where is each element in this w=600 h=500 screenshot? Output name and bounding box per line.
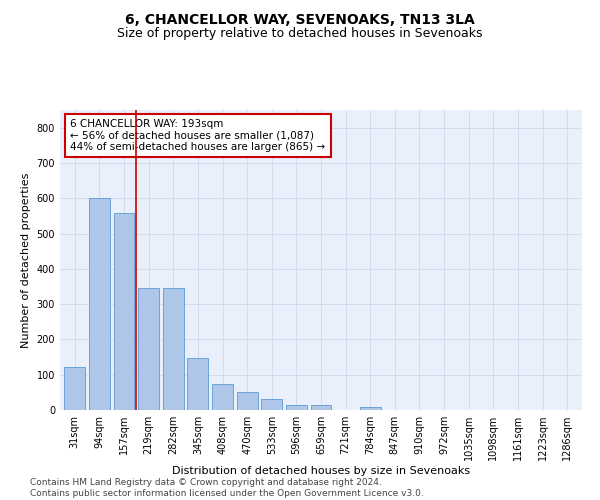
Bar [286, 404, 307, 410]
Bar [163, 288, 184, 410]
Bar [311, 405, 331, 410]
Text: Contains HM Land Registry data © Crown copyright and database right 2024.
Contai: Contains HM Land Registry data © Crown c… [30, 478, 424, 498]
Bar [212, 384, 233, 410]
Bar [113, 214, 134, 410]
Bar [261, 400, 282, 410]
Text: 6, CHANCELLOR WAY, SEVENOAKS, TN13 3LA: 6, CHANCELLOR WAY, SEVENOAKS, TN13 3LA [125, 12, 475, 26]
X-axis label: Distribution of detached houses by size in Sevenoaks: Distribution of detached houses by size … [172, 466, 470, 476]
Bar [64, 367, 85, 410]
Y-axis label: Number of detached properties: Number of detached properties [21, 172, 31, 348]
Text: 6 CHANCELLOR WAY: 193sqm
← 56% of detached houses are smaller (1,087)
44% of sem: 6 CHANCELLOR WAY: 193sqm ← 56% of detach… [70, 119, 326, 152]
Bar [89, 198, 110, 410]
Text: Size of property relative to detached houses in Sevenoaks: Size of property relative to detached ho… [117, 28, 483, 40]
Bar [360, 407, 381, 410]
Bar [187, 358, 208, 410]
Bar [236, 392, 257, 410]
Bar [138, 288, 159, 410]
